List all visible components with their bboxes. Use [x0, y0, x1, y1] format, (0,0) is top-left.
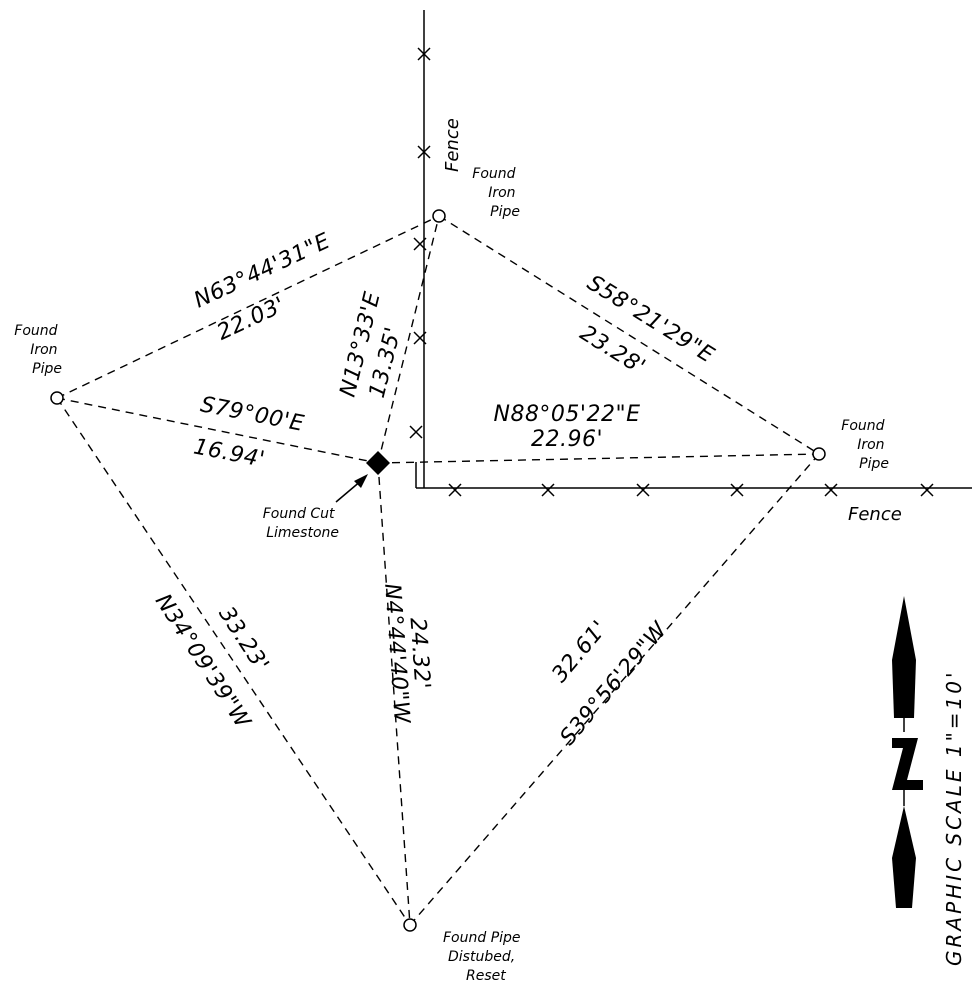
s-to-w-distance: 33.23' [213, 602, 273, 676]
fence-x-mark [448, 483, 462, 497]
fence-x-mark [730, 483, 744, 497]
e-pipe-label: Found Iron Pipe [841, 418, 889, 472]
fence-x-mark [413, 237, 427, 251]
stone-to-e-distance: 22.96' [531, 427, 603, 452]
fence-x-mark [636, 483, 650, 497]
north-fence-label: Fence [442, 118, 463, 172]
fence-x-mark [417, 47, 431, 61]
course-line-s-to-w [56, 397, 411, 926]
nw-pipe-label: Found Iron Pipe [472, 166, 520, 220]
course-line-n-to-e [438, 215, 820, 455]
fence-x-marks [409, 47, 934, 497]
survey-courses [56, 215, 820, 926]
fence-x-mark [417, 145, 431, 159]
w-pipe-label: Found Iron Pipe [14, 323, 62, 377]
w-to-stone-distance: 16.94' [192, 434, 267, 472]
limestone-label: Found Cut Limestone [263, 506, 339, 541]
course-line-stone-to-e [377, 453, 820, 464]
stone-to-e-bearing: N88°05'22"E [493, 402, 640, 427]
limestone-leader-arrowhead [354, 474, 368, 488]
s-pipe-label: Found Pipe Distubed, Reset [443, 930, 525, 981]
north-arrow-icon [892, 596, 923, 908]
iron-pipe-north-icon [432, 209, 446, 223]
iron-pipe-east-icon [812, 447, 826, 461]
cut-limestone-icon [366, 451, 390, 475]
course-line-s-to-stone [377, 462, 411, 926]
north-arrow-upper-spike [892, 596, 916, 718]
east-fence-label: Fence [848, 504, 902, 525]
iron-pipe-west-icon [50, 391, 64, 405]
course-line-w-to-stone [56, 397, 379, 464]
fence-x-mark [824, 483, 838, 497]
course-line-w-to-n [56, 215, 440, 399]
north-arrow-lower-spike [892, 806, 916, 908]
n-to-e-distance: 23.28' [575, 321, 649, 380]
course-line-stone-to-n [377, 215, 440, 464]
fence-x-mark [541, 483, 555, 497]
fence-x-mark [409, 425, 423, 439]
graphic-scale-label: GRAPHIC SCALE 1"=10' [942, 669, 966, 966]
north-arrow-letter-shape [892, 738, 923, 790]
fence-x-mark [920, 483, 934, 497]
fence-x-mark [413, 331, 427, 345]
pipe-south-icon [403, 918, 417, 932]
e-to-s-bearing: S39°56'29"W [555, 617, 673, 750]
course-line-e-to-s [409, 453, 820, 926]
s-to-stone-distance: 24.32' [405, 617, 435, 691]
